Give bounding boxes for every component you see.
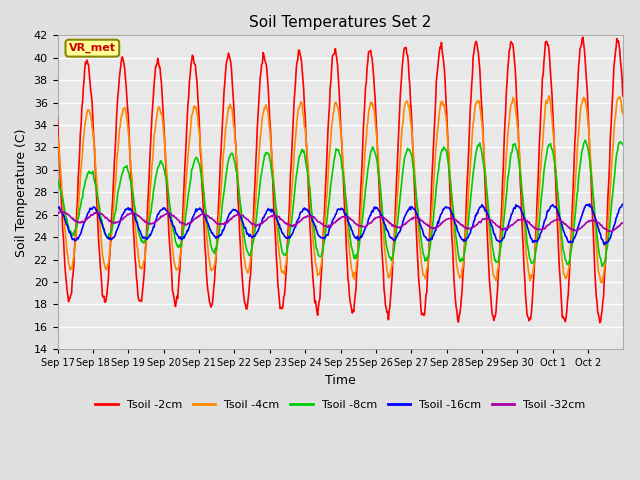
Tsoil -16cm [252, 231, 260, 237]
Tsoil -2cm [273, 265, 281, 271]
Tsoil -4cm [54, 132, 61, 138]
Tsoil -4cm [120, 106, 128, 112]
Tsoil -8cm [273, 216, 281, 221]
Tsoil -4cm [273, 226, 281, 232]
Tsoil -4cm [430, 174, 438, 180]
Title: Soil Temperatures Set 2: Soil Temperatures Set 2 [250, 15, 432, 30]
Tsoil -32cm [399, 222, 407, 228]
Tsoil -2cm [596, 320, 604, 325]
Tsoil -32cm [225, 219, 232, 225]
Tsoil -32cm [431, 225, 438, 231]
Tsoil -16cm [586, 201, 593, 207]
Tsoil -32cm [619, 220, 627, 226]
X-axis label: Time: Time [325, 374, 356, 387]
Tsoil -32cm [253, 223, 260, 228]
Line: Tsoil -16cm: Tsoil -16cm [58, 204, 623, 245]
Tsoil -16cm [399, 221, 406, 227]
Tsoil -8cm [399, 173, 406, 179]
Line: Tsoil -8cm: Tsoil -8cm [58, 140, 623, 266]
Tsoil -8cm [224, 160, 232, 166]
Text: VR_met: VR_met [69, 43, 116, 53]
Tsoil -4cm [224, 111, 232, 117]
Y-axis label: Soil Temperature (C): Soil Temperature (C) [15, 128, 28, 257]
Tsoil -8cm [120, 165, 128, 171]
Tsoil -16cm [619, 201, 627, 207]
Tsoil -2cm [619, 93, 627, 99]
Tsoil -32cm [274, 214, 282, 219]
Tsoil -8cm [54, 177, 61, 182]
Tsoil -2cm [54, 116, 61, 121]
Line: Tsoil -4cm: Tsoil -4cm [58, 96, 623, 282]
Tsoil -16cm [224, 215, 232, 220]
Tsoil -2cm [252, 160, 260, 166]
Tsoil -4cm [545, 93, 553, 99]
Tsoil -32cm [58, 209, 65, 215]
Tsoil -4cm [252, 199, 260, 204]
Legend: Tsoil -2cm, Tsoil -4cm, Tsoil -8cm, Tsoil -16cm, Tsoil -32cm: Tsoil -2cm, Tsoil -4cm, Tsoil -8cm, Tsoi… [91, 396, 590, 415]
Tsoil -2cm [120, 60, 128, 66]
Tsoil -16cm [54, 204, 61, 210]
Tsoil -4cm [598, 279, 606, 285]
Tsoil -2cm [224, 55, 232, 60]
Line: Tsoil -32cm: Tsoil -32cm [58, 212, 623, 231]
Tsoil -4cm [619, 110, 627, 116]
Tsoil -32cm [121, 214, 129, 220]
Tsoil -16cm [600, 242, 608, 248]
Tsoil -8cm [430, 207, 438, 213]
Tsoil -4cm [399, 124, 406, 130]
Tsoil -16cm [430, 231, 438, 237]
Tsoil -16cm [120, 209, 128, 215]
Line: Tsoil -2cm: Tsoil -2cm [58, 37, 623, 323]
Tsoil -8cm [252, 221, 260, 227]
Tsoil -8cm [598, 264, 606, 269]
Tsoil -32cm [608, 228, 616, 234]
Tsoil -8cm [581, 137, 589, 143]
Tsoil -16cm [273, 217, 281, 223]
Tsoil -2cm [430, 130, 438, 136]
Tsoil -2cm [579, 35, 587, 40]
Tsoil -2cm [399, 62, 406, 68]
Tsoil -8cm [619, 142, 627, 147]
Tsoil -32cm [54, 211, 61, 216]
